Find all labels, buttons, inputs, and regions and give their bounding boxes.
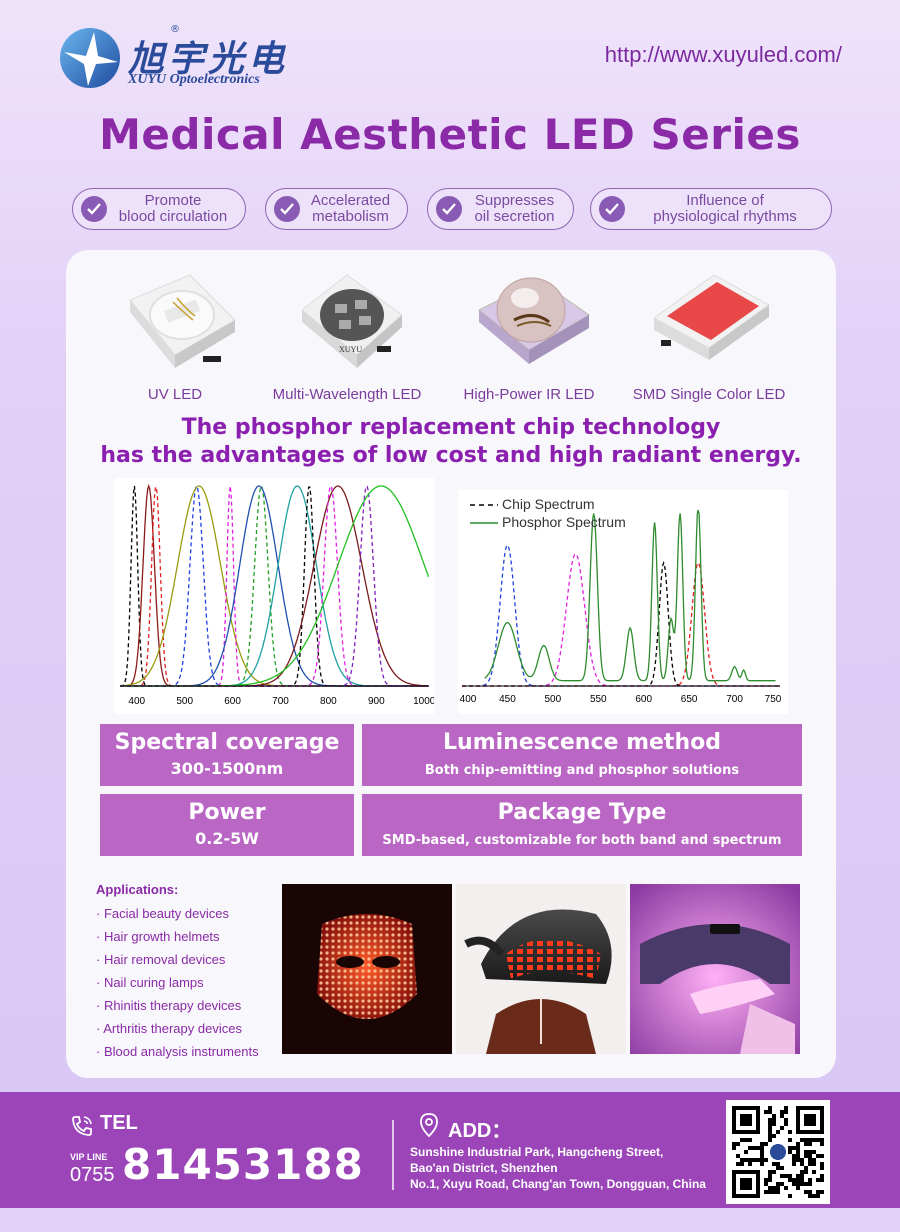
x-tick-label: 400 (460, 694, 477, 705)
list-item: · Hair removal devices (96, 952, 226, 967)
chip-text: XUYU (339, 345, 362, 354)
phone-number[interactable]: 81453188 (122, 1140, 364, 1189)
benefit-pills: Promote blood circulation Accelerated meta… (72, 188, 842, 232)
product-uv-led[interactable]: UV LED (90, 260, 260, 403)
x-tick-label: 500 (545, 694, 562, 705)
uv-led-image (129, 274, 236, 368)
qr-code[interactable] (726, 1100, 830, 1204)
product-smd-single-color-led[interactable]: SMD Single Color LED (624, 260, 794, 403)
footer-bottom-strip (0, 1208, 900, 1232)
area-code: 0755 (70, 1164, 115, 1186)
phone-icon (72, 1116, 92, 1136)
applications-list: Applications: · Facial beauty devices · … (96, 882, 286, 1067)
x-tick-label: 500 (176, 696, 193, 707)
spec-heading: Package Type (497, 800, 667, 825)
product-label: SMD Single Color LED (632, 386, 786, 403)
page-title: Medical Aesthetic LED Series (99, 110, 801, 159)
x-tick-label: 1000 (413, 696, 434, 707)
multi-wavelength-led-image: XUYU (301, 274, 403, 368)
benefit-label: Influence of physiological rhythms (653, 192, 797, 225)
main-card: UV LED XUYU Multi-Wavelength LED (66, 250, 836, 1078)
benefit-pill: Suppresses oil secretion (427, 188, 574, 230)
check-icon (599, 196, 625, 222)
benefit-label: Promote blood circulation (118, 192, 228, 225)
benefit-label: Suppresses oil secretion (474, 192, 555, 225)
vip-line-label: VIP LINE (70, 1152, 108, 1162)
spectral-coverage-chart: 400 500 600 700 800 900 1000 (114, 478, 434, 714)
technology-headline: The phosphor replacement chip technology… (66, 414, 836, 470)
benefit-pill: Accelerated metabolism (265, 188, 408, 230)
x-tick-label: 600 (224, 696, 241, 707)
x-tick-label: 650 (681, 694, 698, 705)
check-icon (436, 196, 462, 222)
headline-line-2: has the advantages of low cost and high … (100, 443, 802, 468)
applications-title: Applications: (96, 882, 179, 897)
product-multi-wavelength-led[interactable]: XUYU Multi-Wavelength LED (262, 260, 432, 403)
address-label: ADD： (448, 1120, 512, 1142)
product-label: UV LED (147, 386, 203, 403)
chart-legend: Chip Spectrum Phosphor Spectrum (470, 496, 626, 530)
spec-value: 0.2-5W (195, 829, 259, 848)
benefit-label: Accelerated metabolism (310, 192, 391, 225)
spec-value: SMD-based, customizable for both band an… (382, 833, 782, 848)
photo-hair-growth-cap (456, 884, 626, 1054)
address-text: Sunshine Industrial Park, Hangcheng Stre… (410, 1144, 706, 1192)
x-tick-label: 600 (635, 694, 652, 705)
x-tick-label: 700 (726, 694, 743, 705)
x-tick-label: 800 (320, 696, 337, 707)
product-label: High-Power IR LED (463, 386, 595, 403)
spec-heading: Luminescence method (443, 730, 721, 755)
list-item: · Rhinitis therapy devices (96, 998, 242, 1013)
footer-bar: TEL VIP LINE 0755 81453188 ADD： Sunshine… (0, 1092, 900, 1208)
logo-mark-icon (60, 28, 120, 88)
brand-logo[interactable]: ® 旭宇光电 XUYU Optoelectronics (58, 24, 308, 94)
product-row: UV LED XUYU Multi-Wavelength LED (66, 260, 836, 410)
tel-label: TEL (100, 1112, 138, 1134)
list-item: · Hair growth helmets (96, 929, 220, 944)
address-line: Bao'an District, Shenzhen (410, 1161, 558, 1175)
website-url[interactable]: http://www.xuyuled.com/ (604, 42, 842, 67)
spec-heading: Power (188, 800, 266, 825)
registered-mark: ® (170, 24, 180, 35)
benefit-pill: Influence of physiological rhythms (590, 188, 832, 230)
check-icon (81, 196, 107, 222)
spec-value: 300-1500nm (170, 759, 284, 778)
footer-divider (392, 1120, 394, 1190)
high-power-ir-led-image (478, 277, 590, 364)
x-tick-label: 400 (128, 696, 145, 707)
x-tick-label: 900 (368, 696, 385, 707)
legend-chip-spectrum: Chip Spectrum (502, 496, 595, 512)
list-item: · Nail curing lamps (96, 975, 204, 990)
list-item: · Arthritis therapy devices (96, 1021, 242, 1036)
x-tick-label: 750 (765, 694, 782, 705)
photo-nail-lamp (630, 884, 800, 1054)
product-high-power-ir-led[interactable]: High-Power IR LED (444, 260, 614, 403)
spec-heading: Spectral coverage (114, 730, 340, 755)
location-pin-icon (420, 1113, 438, 1138)
x-tick-label: 700 (272, 696, 289, 707)
spec-spectral-coverage: Spectral coverage 300-1500nm (100, 724, 354, 786)
smd-single-color-led-image (653, 274, 770, 360)
spec-package-type: Package Type SMD-based, customizable for… (362, 794, 802, 856)
spec-value: Both chip-emitting and phosphor solution… (424, 763, 740, 778)
legend-phosphor-spectrum: Phosphor Spectrum (502, 514, 626, 530)
phosphor-spectrum-line (484, 509, 776, 682)
product-label: Multi-Wavelength LED (272, 386, 422, 403)
chip-vs-phosphor-chart: 400 450 500 550 600 650 700 750 Chip Spectrum P… (458, 490, 788, 714)
headline-line-1: The phosphor replacement chip technology (181, 415, 721, 440)
brand-cn-name: 旭宇光电 (128, 38, 289, 80)
spec-luminescence-method: Luminescence method Both chip-emitting a… (362, 724, 802, 786)
address-line: No.1, Xuyu Road, Chang'an Town, Dongguan… (410, 1177, 706, 1191)
photo-led-mask (282, 884, 452, 1054)
x-tick-label: 450 (499, 694, 516, 705)
list-item: · Blood analysis instruments (96, 1044, 259, 1059)
spec-power: Power 0.2-5W (100, 794, 354, 856)
list-item: · Facial beauty devices (96, 906, 229, 921)
benefit-pill: Promote blood circulation (72, 188, 246, 230)
x-tick-label: 550 (590, 694, 607, 705)
address-line: Sunshine Industrial Park, Hangcheng Stre… (410, 1145, 664, 1159)
brand-en-name: XUYU Optoelectronics (128, 72, 260, 87)
check-icon (274, 196, 300, 222)
